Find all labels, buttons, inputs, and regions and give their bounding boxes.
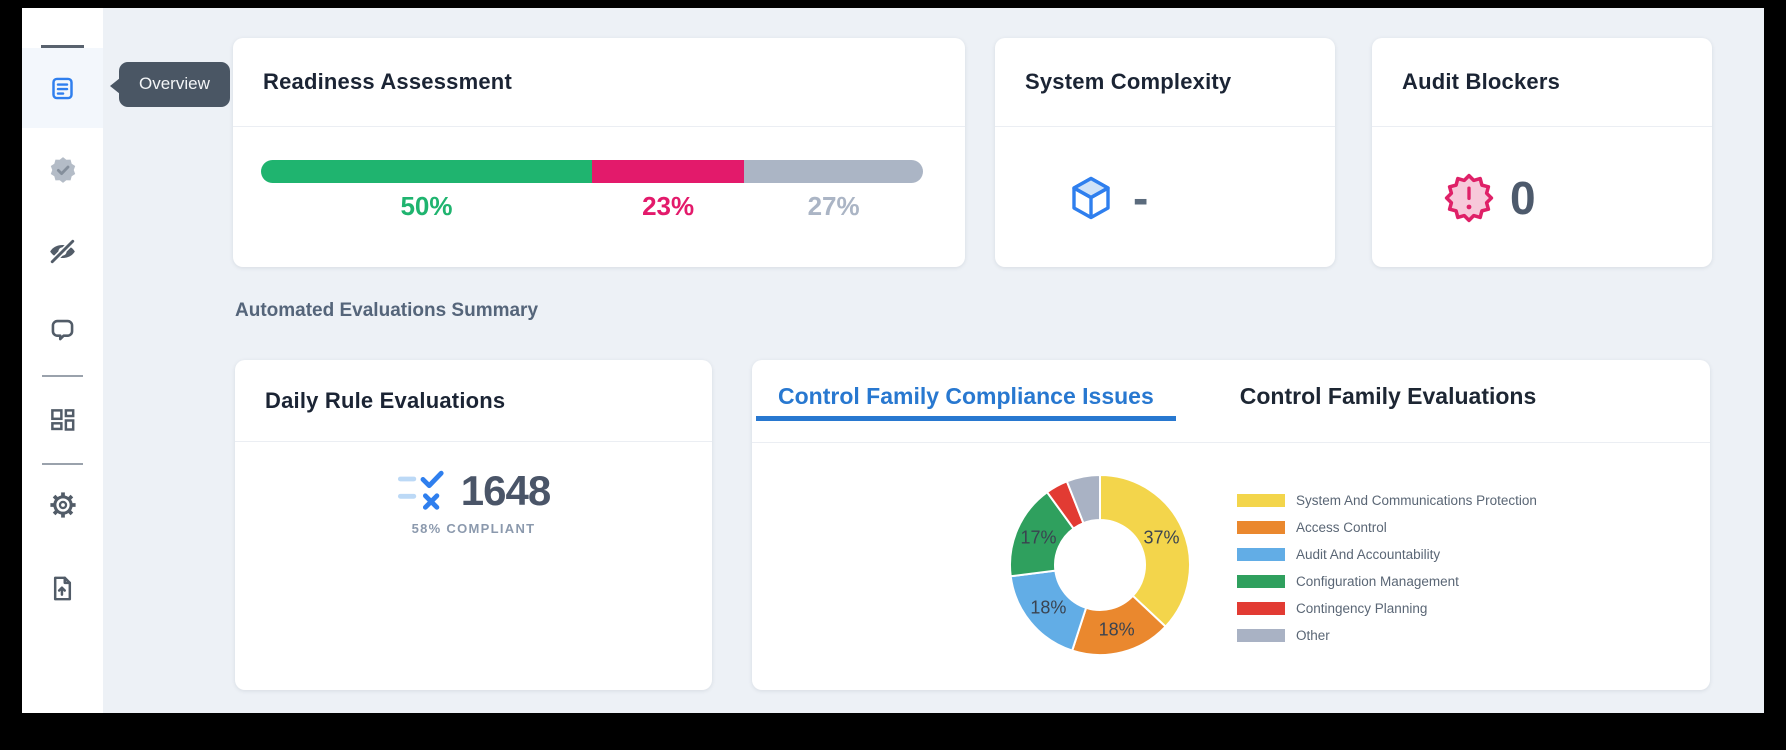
donut-slice-label: 37% [1143, 527, 1180, 548]
tab-label: Control Family Evaluations [1239, 382, 1537, 409]
card-header: Readiness Assessment [233, 38, 965, 127]
donut-svg [1009, 473, 1191, 656]
sidebar-divider [42, 463, 83, 465]
tab-compliance-issues[interactable]: Control Family Compliance Issues [756, 376, 1176, 421]
system-complexity-title: System Complexity [1025, 69, 1232, 94]
document-icon [52, 77, 73, 99]
donut-slice-label: 18% [1030, 597, 1067, 618]
daily-value: 1648 [460, 467, 551, 514]
sidebar-item-overview[interactable] [22, 48, 103, 128]
audit-blockers-body: 0 [1372, 128, 1712, 267]
progress-segment [592, 160, 745, 183]
system-complexity-body: - [995, 128, 1335, 267]
tab-evaluations[interactable]: Control Family Evaluations [1218, 376, 1559, 421]
card-header: Audit Blockers [1372, 38, 1712, 127]
readiness-title: Readiness Assessment [263, 69, 512, 94]
cube-icon [1072, 176, 1110, 219]
system-complexity-value: - [1133, 171, 1149, 224]
readiness-progress-bar [261, 160, 923, 183]
daily-body: 1648 58% COMPLIANT [235, 443, 712, 536]
legend-item[interactable]: Audit And Accountability [1237, 541, 1537, 568]
dashboard-icon [51, 408, 75, 431]
card-header: Daily Rule Evaluations [235, 360, 712, 442]
legend-swatch [1237, 602, 1285, 615]
alert-starburst-icon [1444, 173, 1494, 222]
daily-value-row: 1648 [397, 467, 551, 515]
daily-title: Daily Rule Evaluations [265, 387, 506, 413]
system-complexity-card: System Complexity - [995, 38, 1335, 267]
legend-item[interactable]: Contingency Planning [1237, 595, 1537, 622]
progress-segment-label: 23% [642, 191, 695, 221]
legend-label: Access Control [1296, 520, 1387, 535]
legend-label: Configuration Management [1296, 574, 1459, 589]
control-family-card: Control Family Compliance Issues Control… [752, 360, 1710, 690]
progress-segment-label: 50% [400, 191, 453, 221]
legend-swatch [1237, 521, 1285, 534]
gear-icon [49, 492, 76, 518]
sidebar-item-compliance[interactable] [22, 142, 103, 198]
sidebar-item-dashboard[interactable] [22, 392, 103, 448]
sidebar [22, 8, 103, 713]
section-label: Automated Evaluations Summary [235, 300, 539, 321]
legend-item[interactable]: Configuration Management [1237, 568, 1537, 595]
audit-blockers-title: Audit Blockers [1402, 69, 1561, 94]
chart-legend: System And Communications Protection Acce… [1237, 487, 1537, 649]
donut-slice[interactable] [1099, 473, 1191, 629]
legend-swatch [1237, 575, 1285, 588]
chat-icon [51, 319, 74, 340]
badge-check-icon [50, 157, 75, 183]
rule-check-x-icon [397, 470, 444, 510]
readiness-assessment-card: Readiness Assessment 50% 23% 27% [233, 38, 965, 267]
sidebar-item-hidden[interactable] [22, 223, 103, 279]
tab-bar: Control Family Compliance Issues Control… [756, 376, 1558, 421]
legend-label: Other [1296, 628, 1330, 643]
legend-label: System And Communications Protection [1296, 493, 1537, 508]
app-window: Overview Readiness Assessment 50% 23% 27% … [22, 8, 1764, 713]
donut-chart-area: 37% 18% 18% 17% System And Communications P… [752, 443, 1710, 690]
donut-chart: 37% 18% 18% 17% [1000, 465, 1200, 665]
progress-segment [744, 160, 923, 183]
sidebar-top-divider [41, 45, 84, 48]
legend-swatch [1237, 548, 1285, 561]
sidebar-item-comments[interactable] [22, 301, 103, 357]
legend-label: Audit And Accountability [1296, 547, 1441, 562]
donut-slice-label: 18% [1098, 619, 1135, 640]
readiness-progress-labels: 50% 23% 27% [261, 191, 923, 223]
daily-subtext: 58% COMPLIANT [411, 521, 536, 536]
donut-slice-label: 17% [1020, 527, 1057, 548]
sidebar-item-settings[interactable] [22, 477, 103, 533]
legend-item[interactable]: System And Communications Protection [1237, 487, 1537, 514]
tab-divider [752, 442, 1710, 443]
tooltip-overview: Overview [110, 62, 230, 107]
donut-slice[interactable] [1065, 473, 1101, 525]
tab-label: Control Family Compliance Issues [778, 382, 1154, 409]
sidebar-divider [42, 375, 83, 377]
legend-swatch [1237, 629, 1285, 642]
progress-segment-label: 27% [807, 191, 860, 221]
legend-swatch [1237, 494, 1285, 507]
tooltip-text: Overview [139, 74, 210, 93]
eye-off-icon [50, 238, 75, 264]
legend-item[interactable]: Other [1237, 622, 1537, 649]
sidebar-item-export[interactable] [22, 560, 103, 616]
progress-segment [261, 160, 592, 183]
file-upload-icon [53, 576, 72, 600]
audit-blockers-value: 0 [1510, 171, 1536, 224]
daily-rule-evaluations-card: Daily Rule Evaluations 1648 58% COMPLIAN… [235, 360, 712, 690]
legend-item[interactable]: Access Control [1237, 514, 1537, 541]
card-header: System Complexity [995, 38, 1335, 127]
legend-label: Contingency Planning [1296, 601, 1428, 616]
audit-blockers-card: Audit Blockers 0 [1372, 38, 1712, 267]
